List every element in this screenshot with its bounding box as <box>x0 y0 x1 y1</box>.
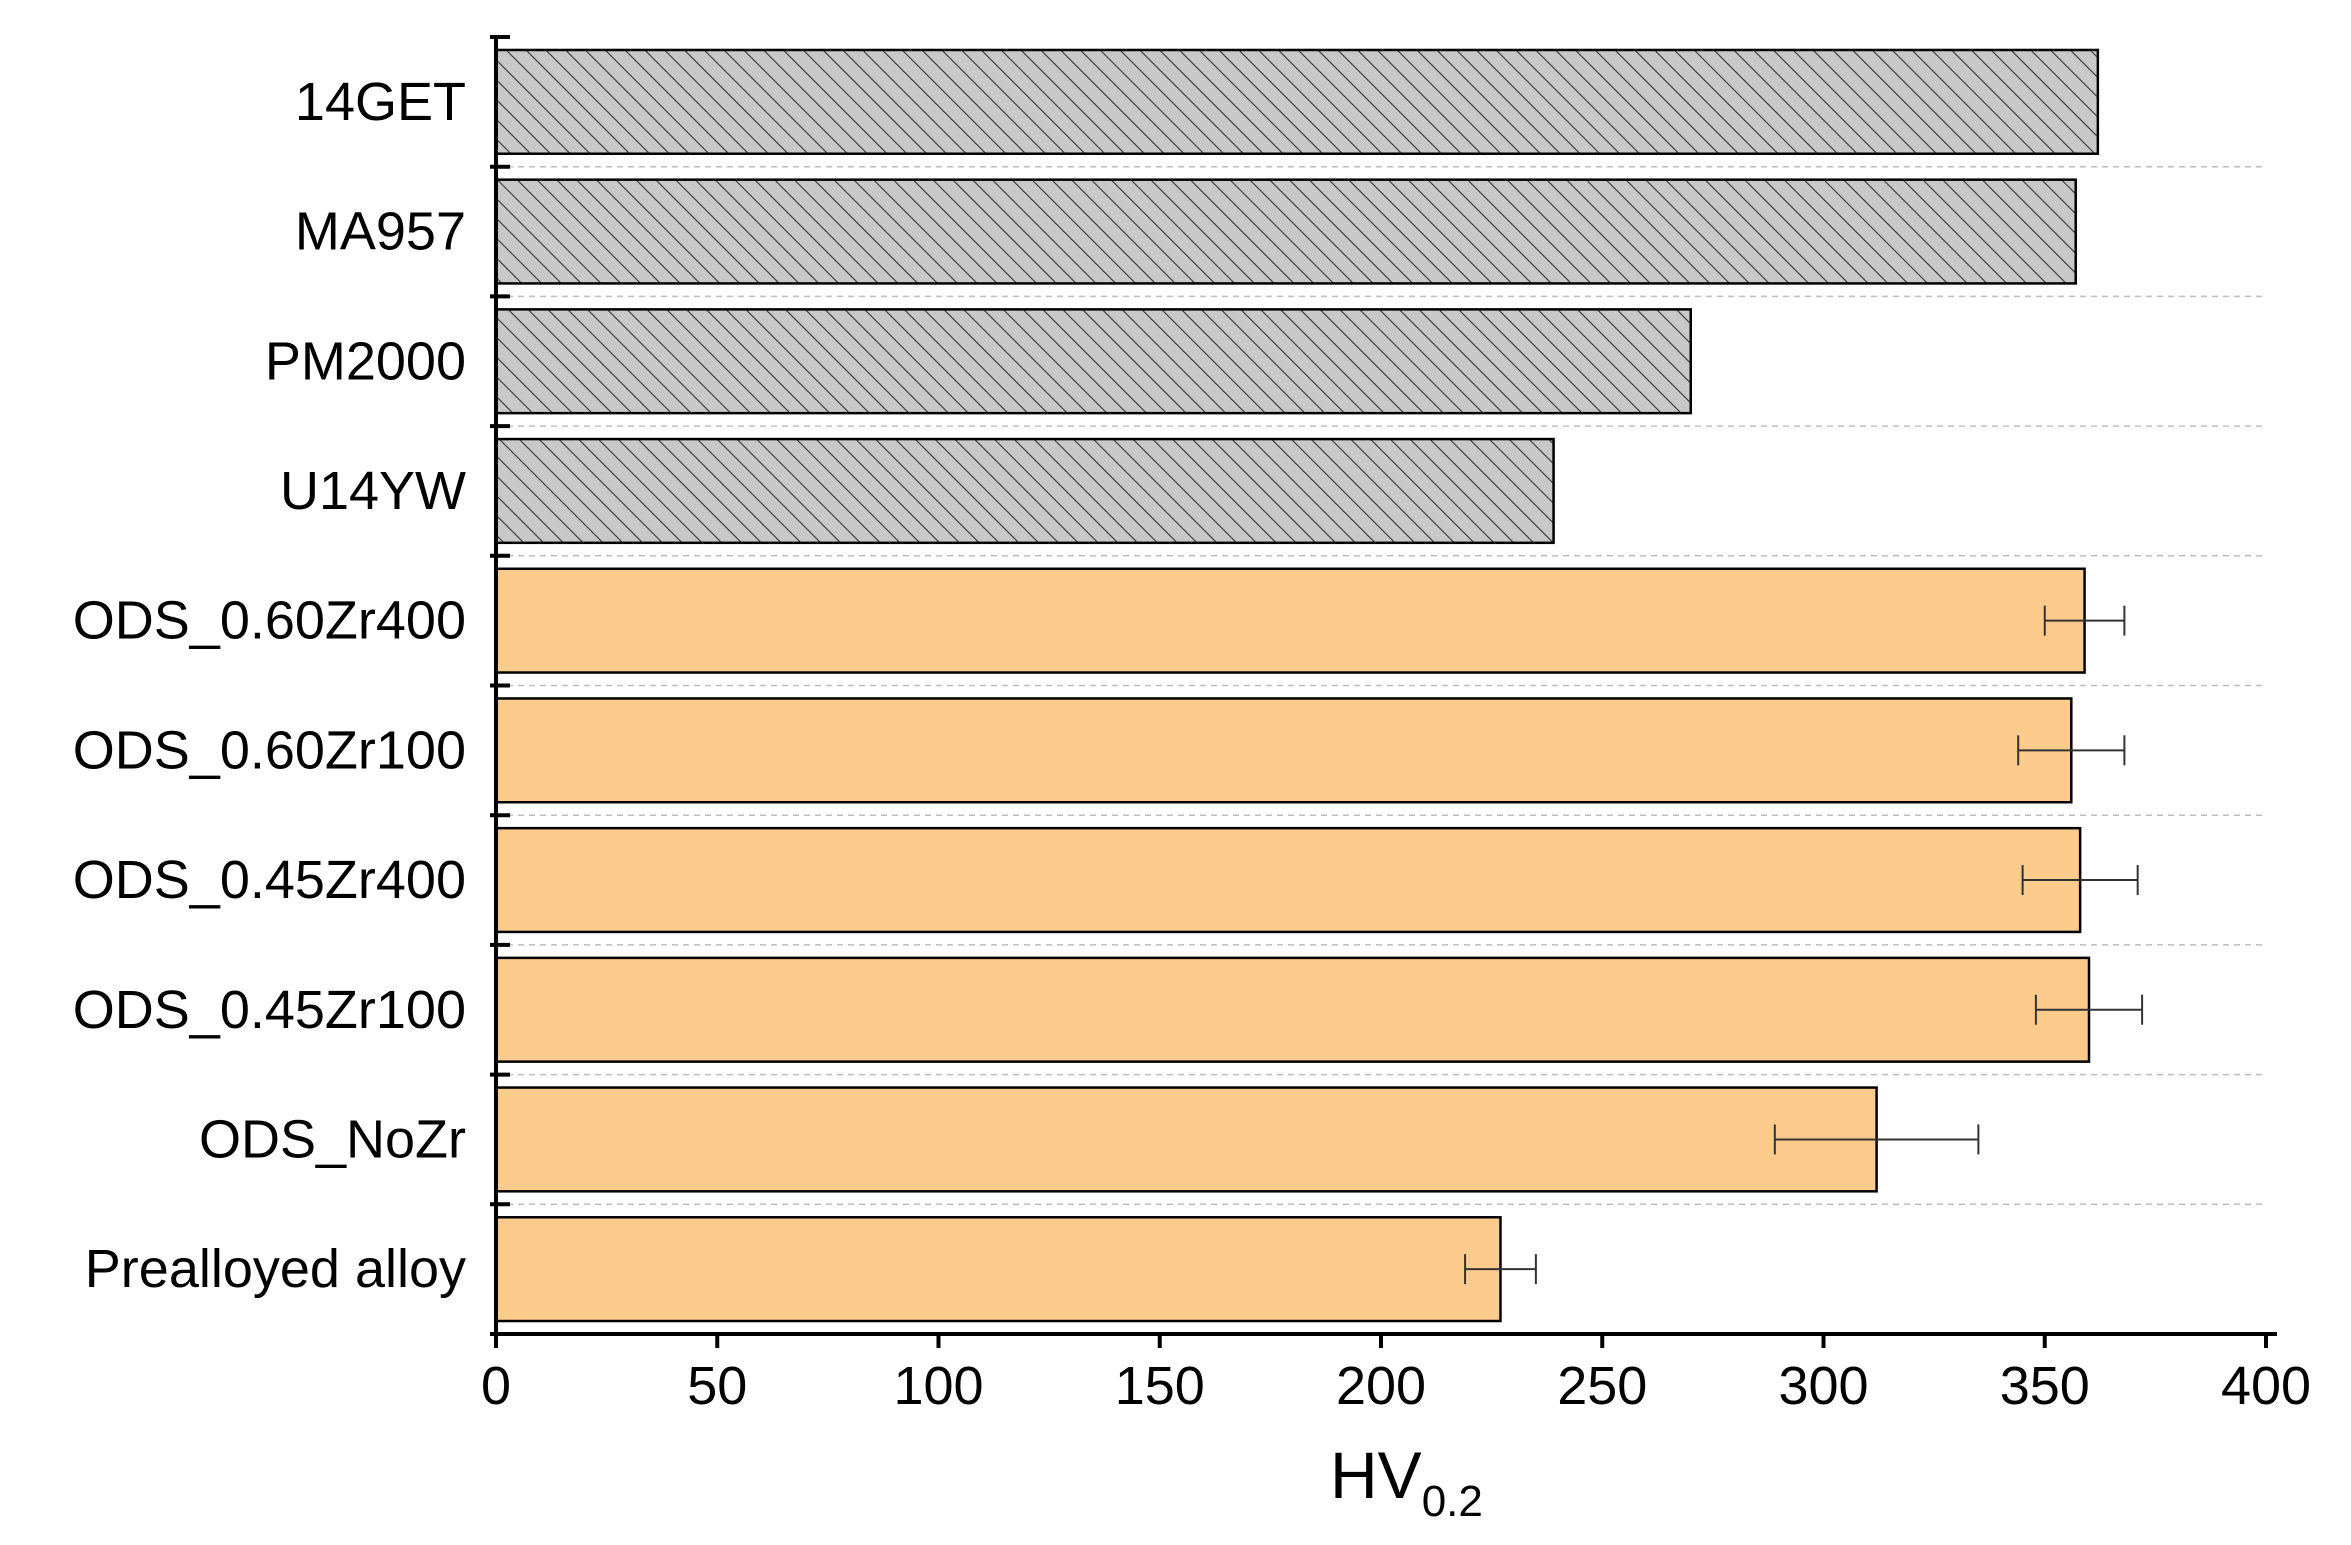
error-bar-ODS_0.45Zr400 <box>2021 865 2139 896</box>
category-label: U14YW <box>280 461 466 521</box>
bar-U14YW <box>494 437 1555 545</box>
error-bar-ODS_0.45Zr100 <box>2034 994 2144 1025</box>
bar-Prealloyed alloy <box>494 1216 1502 1323</box>
error-bar-Prealloyed alloy <box>1464 1254 1537 1285</box>
bar-14GET <box>494 48 2100 155</box>
x-axis-title: HV0.2 <box>1330 1438 1483 1526</box>
x-tick-label: 0 <box>481 1356 511 1416</box>
x-tick-label: 400 <box>2221 1356 2311 1416</box>
bar-PM2000 <box>494 308 1692 415</box>
category-label: PM2000 <box>265 331 466 391</box>
error-bar-ODS_0.60Zr100 <box>2017 735 2126 766</box>
category-label: MA957 <box>295 202 466 262</box>
category-label: ODS_0.60Zr400 <box>73 591 466 651</box>
x-axis-title-subscript: 0.2 <box>1422 1477 1483 1526</box>
grid-lines <box>496 165 2266 1206</box>
category-label: ODS_0.45Zr100 <box>73 980 466 1040</box>
category-label: Prealloyed alloy <box>85 1239 466 1299</box>
bar-MA957 <box>494 178 2077 285</box>
x-tick-labels: 0 50 100 150 200 250 300 350 400 <box>481 1356 2311 1416</box>
x-tick-label: 50 <box>687 1356 747 1416</box>
category-label: ODS_0.60Zr100 <box>73 720 466 780</box>
x-tick-label: 100 <box>893 1356 983 1416</box>
x-tick-label: 250 <box>1557 1356 1647 1416</box>
bar-ODS_0.60Zr400 <box>494 567 2086 674</box>
category-label: ODS_0.45Zr400 <box>73 850 466 910</box>
y-axis-ticks <box>490 35 510 1336</box>
category-labels: 14GET MA957 PM2000 U14YW ODS_0.60Zr400 ODS_0.… <box>73 72 466 1299</box>
category-label: 14GET <box>295 72 466 132</box>
bars <box>494 48 2100 1323</box>
error-bars <box>1464 605 2144 1285</box>
bar-ODS_NoZr <box>494 1086 1878 1193</box>
x-tick-label: 300 <box>1778 1356 1868 1416</box>
x-axis-ticks <box>494 1334 2268 1348</box>
x-tick-label: 350 <box>2000 1356 2090 1416</box>
error-bar-ODS_NoZr <box>1773 1124 1980 1155</box>
x-axis-title-main: HV <box>1330 1438 1422 1512</box>
category-label: ODS_NoZr <box>199 1109 466 1169</box>
bar-ODS_0.45Zr100 <box>494 956 2091 1063</box>
error-bar-ODS_0.60Zr400 <box>2043 605 2126 636</box>
bar-ODS_0.60Zr100 <box>494 697 2073 804</box>
x-tick-label: 150 <box>1115 1356 1205 1416</box>
x-tick-label: 200 <box>1336 1356 1426 1416</box>
bar-ODS_0.45Zr400 <box>494 826 2082 934</box>
